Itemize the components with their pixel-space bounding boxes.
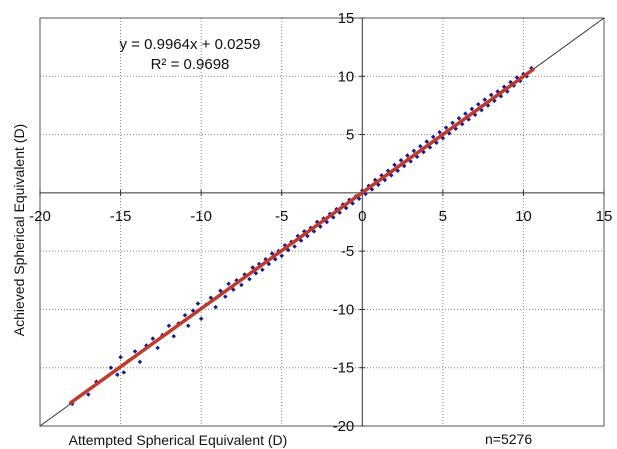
data-point-4 xyxy=(115,372,120,377)
data-point-27 xyxy=(226,281,231,287)
data-point-81 xyxy=(405,153,410,158)
grid-layer xyxy=(40,18,604,426)
x-tick-label-4: 0 xyxy=(358,208,366,225)
data-point-5 xyxy=(118,354,123,360)
data-point-28 xyxy=(231,287,236,292)
data-point-42 xyxy=(279,253,284,259)
r-squared: R² = 0.9698 xyxy=(151,56,230,73)
y-tick-label-2: -10 xyxy=(333,301,355,318)
data-point-6 xyxy=(121,370,127,375)
data-point-3 xyxy=(108,365,114,370)
data-point-93 xyxy=(443,125,449,130)
x-tick-label-5: 5 xyxy=(439,208,447,225)
lines-layer xyxy=(39,17,605,427)
data-point-30 xyxy=(239,282,244,288)
data-point-21 xyxy=(198,316,204,322)
data-point-46 xyxy=(292,244,297,249)
x-tick-label-6: 10 xyxy=(515,208,532,225)
data-point-24 xyxy=(213,304,218,310)
data-point-17 xyxy=(182,312,188,318)
labels-layer: -20 -15 -10 -5 0 5 10 15 -20 -15 -10 -5 5 10 15 xyxy=(29,10,612,435)
sample-count: n=5276 xyxy=(485,431,532,447)
data-point-20 xyxy=(195,301,201,306)
y-tick-label-6: 10 xyxy=(338,68,355,85)
plot-frame xyxy=(39,17,605,427)
x-tick-label-3: -5 xyxy=(275,208,288,225)
x-tick-label-2: -10 xyxy=(190,208,212,225)
x-tick-label-0: -20 xyxy=(29,208,51,225)
x-tick-label-7: 15 xyxy=(596,208,613,225)
x-axis-title: Attempted Spherical Equivalent (D) xyxy=(69,432,288,448)
data-point-12 xyxy=(155,345,160,351)
data-point-26 xyxy=(223,294,228,299)
data-point-32 xyxy=(247,276,252,282)
y-tick-label-7: 15 xyxy=(338,10,355,27)
data-point-14 xyxy=(166,323,172,329)
data-point-15 xyxy=(171,333,177,339)
y-tick-label-5: 5 xyxy=(346,127,354,144)
data-point-105 xyxy=(482,97,488,102)
data-point-11 xyxy=(150,336,156,341)
data-point-8 xyxy=(132,349,138,354)
y-axis-title: Achieved Spherical Equivalent (D) xyxy=(11,124,27,336)
data-point-18 xyxy=(185,323,191,329)
fit-equation: y = 0.9964x + 0.0259 xyxy=(120,36,261,53)
y-tick-label-1: -15 xyxy=(333,360,355,377)
data-point-9 xyxy=(137,359,143,365)
regression-line xyxy=(68,67,535,405)
x-tick-label-1: -15 xyxy=(110,208,132,225)
y-tick-label-3: -5 xyxy=(341,243,354,260)
y-tick-label-0: -20 xyxy=(333,418,355,435)
data-point-36 xyxy=(260,267,265,273)
